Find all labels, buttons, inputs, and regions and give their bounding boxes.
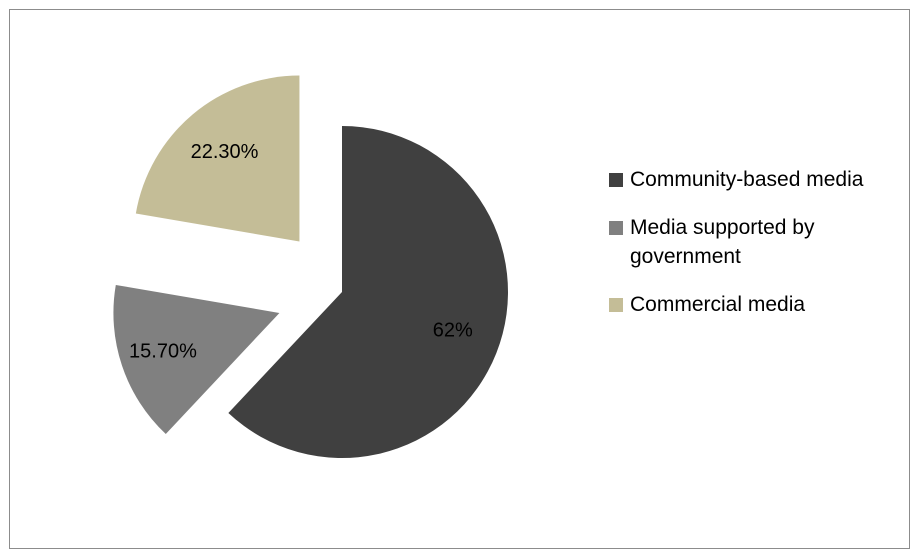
pie-data-labels: 62% 15.70% 22.30% <box>129 141 473 362</box>
legend-label: Commercial media <box>630 293 806 316</box>
legend: Community-based media Media supported by… <box>606 165 906 319</box>
legend-label: Community-based media <box>630 168 864 191</box>
legend-swatch <box>609 298 623 312</box>
pie-slices <box>113 75 508 458</box>
pie-slice-commercial-media <box>135 75 300 242</box>
legend-item-commercial-media: Commercial media <box>606 290 906 319</box>
data-label: 22.30% <box>191 141 259 163</box>
legend-swatch <box>609 221 623 235</box>
legend-label: Media supported by government <box>630 216 815 268</box>
data-label: 15.70% <box>129 340 197 362</box>
data-label: 62% <box>433 319 473 341</box>
legend-swatch <box>609 173 623 187</box>
legend-item-community-based-media: Community-based media <box>606 165 906 194</box>
pie-slice-media-supported-by-government <box>113 284 280 434</box>
legend-item-media-supported-by-government: Media supported by government <box>606 213 906 271</box>
pie-slice-community-based-media <box>228 126 508 458</box>
